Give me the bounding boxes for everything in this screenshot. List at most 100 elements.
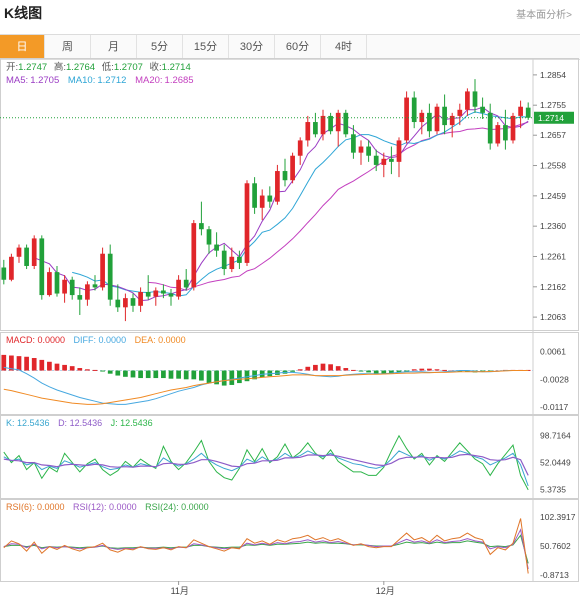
tab-4hour[interactable]: 4时 <box>321 35 367 59</box>
rsi-panel <box>0 499 579 582</box>
candle-body <box>404 97 409 141</box>
macd-hist-bar <box>381 370 387 375</box>
candle-body <box>199 223 204 230</box>
tab-60min[interactable]: 60分 <box>275 35 321 59</box>
candle-body <box>457 109 463 116</box>
candle-body <box>69 279 75 296</box>
candle-body <box>221 250 227 270</box>
candle-body <box>510 115 516 141</box>
macd-hist-bar <box>351 369 356 371</box>
candle-body <box>130 298 136 306</box>
candle-body <box>229 256 235 270</box>
macd-hist-bar <box>221 370 227 386</box>
rsi-tick-label: 102.3917 <box>540 512 576 522</box>
candle-body <box>24 247 29 266</box>
candle-body <box>389 158 394 162</box>
candle-body <box>47 272 52 296</box>
candle-body <box>214 244 219 251</box>
macd-diff-line <box>3 366 529 405</box>
candle-body <box>123 298 128 308</box>
kline-chart[interactable]: 开:1.2747 高:1.2764 低:1.2707 收:1.2714 MA5:… <box>0 58 580 600</box>
macd-dea-line <box>3 370 529 405</box>
macd-hist-bar <box>214 370 219 385</box>
macd-hist-bar <box>290 370 295 372</box>
macd-hist-bar <box>404 370 409 372</box>
candle-body <box>343 112 349 135</box>
candle-body <box>92 284 98 288</box>
candle-body <box>381 158 387 165</box>
macd-hist-bar <box>434 369 440 371</box>
macd-hist-bar <box>328 364 333 371</box>
tab-30min[interactable]: 30分 <box>229 35 275 59</box>
candle-body <box>100 253 105 288</box>
candle-body <box>259 195 265 208</box>
macd-hist-bar <box>199 370 204 381</box>
candle-body <box>183 279 189 288</box>
candle-body <box>465 91 470 110</box>
macd-tick-label: 0.0061 <box>540 346 566 356</box>
macd-hist-bar <box>54 363 60 371</box>
macd-hist-bar <box>305 366 311 371</box>
candle-body <box>335 112 341 132</box>
tab-day[interactable]: 日 <box>0 35 45 59</box>
price-tick-label: 1.2162 <box>540 282 566 292</box>
kdj-legend: K: 12.5436 D: 12.5436 J: 12.5436 <box>6 418 153 428</box>
macd-hist-bar <box>107 370 113 374</box>
candle-body <box>434 106 440 132</box>
macd-hist-bar <box>313 364 318 371</box>
x-tick-label: 11月 <box>171 586 189 596</box>
macd-hist-bar <box>320 363 326 371</box>
candle-body <box>31 238 37 266</box>
candle-body <box>107 253 113 300</box>
price-tick-label: 1.2063 <box>540 312 566 322</box>
macd-hist-bar <box>206 370 212 384</box>
candle-body <box>518 106 523 116</box>
rsi-tick-label: 50.7602 <box>540 541 571 551</box>
candle-body <box>16 247 22 257</box>
candle-body <box>358 146 364 153</box>
rsi6-line <box>3 518 529 574</box>
price-tick-label: 1.2459 <box>540 191 566 201</box>
candle-body <box>161 290 166 294</box>
candle-body <box>373 155 379 165</box>
macd-hist-bar <box>366 370 371 373</box>
macd-hist-bar <box>123 370 128 377</box>
price-tick-label: 1.2261 <box>540 251 566 261</box>
candle-body <box>282 171 288 181</box>
macd-hist-bar <box>153 370 159 379</box>
macd-panel <box>0 332 579 415</box>
candle-body <box>275 171 280 202</box>
macd-hist-bar <box>427 368 432 371</box>
candle-body <box>411 97 417 123</box>
candle-body <box>145 292 151 297</box>
price-tick-label: 1.2558 <box>540 161 566 171</box>
macd-hist-bar <box>115 370 121 376</box>
candle-body <box>480 106 485 113</box>
macd-hist-bar <box>297 369 303 371</box>
macd-hist-bar <box>176 370 181 379</box>
candle-body <box>449 115 455 126</box>
candle-body <box>244 183 250 263</box>
tab-week[interactable]: 周 <box>45 35 91 59</box>
candle-body <box>237 256 242 263</box>
macd-hist-bar <box>358 370 364 372</box>
macd-hist-bar <box>419 368 425 371</box>
candle-body <box>9 256 14 280</box>
candle-body <box>525 107 531 118</box>
macd-hist-bar <box>252 370 257 380</box>
candle-body <box>396 140 402 162</box>
macd-hist-bar <box>396 370 402 373</box>
tab-5min[interactable]: 5分 <box>137 35 183 59</box>
macd-hist-bar <box>244 370 250 382</box>
tab-month[interactable]: 月 <box>91 35 137 59</box>
kdj-j-line <box>3 434 529 491</box>
macd-hist-bar <box>85 369 90 371</box>
ma-legend: MA5: 1.2705 MA10: 1.2712 MA20: 1.2685 <box>6 75 194 86</box>
tab-15min[interactable]: 15分 <box>183 35 229 59</box>
ma20-line <box>148 121 529 291</box>
period-tabs: 日 周 月 5分 15分 30分 60分 4时 <box>0 34 580 60</box>
fundamental-analysis-link[interactable]: 基本面分析> <box>516 10 572 21</box>
candle-body <box>419 112 425 123</box>
page-title: K线图 <box>4 5 43 21</box>
macd-hist-bar <box>343 368 349 371</box>
